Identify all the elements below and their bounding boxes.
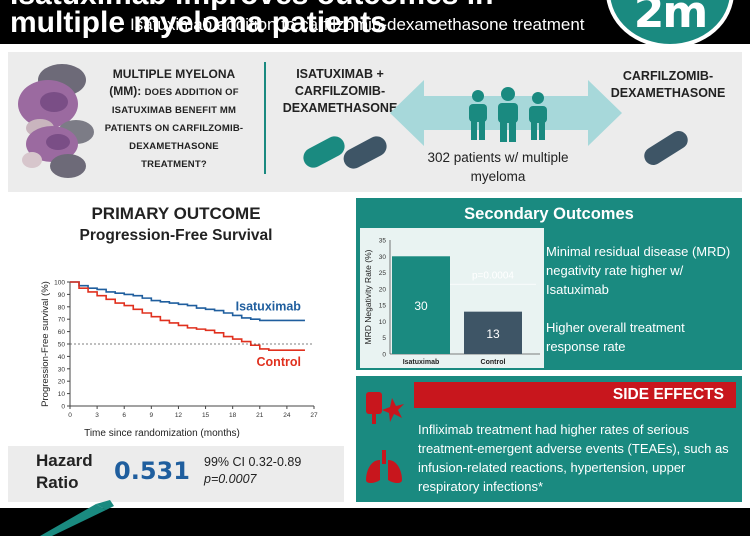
control-arm-label: CARFILZOMIB-DEXAMETHASONE (610, 69, 726, 100)
x-axis-label: Time since randomization (months) (84, 428, 240, 439)
y-tick-label: 5 (382, 335, 386, 342)
confidence-interval: 99% CI 0.32-0.89 (204, 455, 302, 469)
category-label: Control (481, 359, 506, 366)
side-effects-text: Infliximab treatment had higher rates of… (418, 422, 729, 494)
control-pill-icon (644, 131, 688, 165)
x-tick-label: 9 (150, 412, 154, 419)
y-tick-label: 40 (58, 354, 66, 361)
primary-outcome-panel: PRIMARY OUTCOME Progression-Free Surviva… (8, 198, 344, 440)
lungs-icon (366, 450, 402, 483)
y-tick-label: 10 (379, 319, 387, 326)
mrd-finding: Minimal residual disease (MRD) negativit… (546, 244, 731, 297)
hazard-ratio-label: Hazard Ratio (36, 451, 93, 492)
y-tick-label: 20 (58, 379, 66, 386)
bar-value-label: 30 (414, 299, 428, 313)
y-tick-label: 100 (54, 280, 65, 287)
category-label: Isatuximab (403, 359, 440, 366)
x-tick-label: 27 (310, 412, 318, 419)
y-tick-label: 35 (379, 238, 387, 245)
km-line-control (70, 281, 305, 351)
y-axis-label: Progression-Free survival (%) (40, 281, 51, 407)
pill-icon (303, 136, 387, 169)
iv-bag-icon (366, 392, 404, 424)
y-tick-label: 90 (58, 292, 66, 299)
x-tick-label: 21 (256, 412, 264, 419)
y-tick-label: 10 (58, 391, 66, 398)
y-tick-label: 70 (58, 317, 66, 324)
question-bold: MULTIPLE MYELONA (MM): (109, 67, 236, 98)
y-axis-label: MRD Negativity Rate (%) (363, 249, 373, 344)
y-tick-label: 30 (379, 254, 387, 261)
km-line-isatuximab (70, 281, 305, 322)
y-tick-label: 80 (58, 304, 66, 311)
title-line-2: multiple myeloma patients (10, 6, 387, 39)
x-tick-label: 3 (95, 412, 99, 419)
question-text: DOES ADDITION OF ISATUXIMAB BENEFIT MM P… (104, 87, 244, 170)
mrd-bar-chart: 0 5 10 15 20 25 30 35 30 Isatuximab 13 Control p=0.0… (363, 238, 540, 366)
p-value-annotation: p=0.0004 (472, 270, 514, 281)
bar-value-label: 13 (486, 327, 500, 341)
y-tick-label: 25 (379, 270, 387, 277)
x-tick-label: 18 (229, 412, 237, 419)
conclusion-text: Isatuximab addition to carfilzomib-dexam… (130, 15, 585, 34)
y-tick-label: 0 (382, 352, 386, 359)
hazard-ratio-panel: Hazard Ratio 0.531 99% CI 0.32-0.89 p=0.… (8, 446, 344, 502)
bar-isatuximab (392, 256, 450, 354)
conclusion-bar (0, 508, 750, 536)
hazard-ci: 99% CI 0.32-0.89 p=0.0007 (204, 454, 301, 488)
syringe-icon (40, 500, 114, 536)
secondary-outcomes-panel: Secondary Outcomes 0 5 10 15 20 25 30 35 30 Isatu… (356, 198, 742, 370)
panel-divider (264, 62, 266, 174)
km-survival-chart: 0 10 20 30 40 50 60 70 80 90 100 0 3 6 9 12 15 18 21 24 27 Is… (40, 280, 318, 440)
primary-outcome-title: PRIMARY OUTCOME (91, 204, 261, 223)
mrd-chart-area: 0 5 10 15 20 25 30 35 30 Isatuximab 13 Control p=0.0… (360, 228, 544, 368)
side-effects-title: SIDE EFFECTS (612, 386, 724, 403)
study-question: MULTIPLE MYELONA (MM): DOES ADDITION OF … (98, 66, 250, 173)
response-finding: Higher overall treatment response rate (546, 320, 685, 354)
x-tick-label: 6 (122, 412, 126, 419)
side-effects-title-bar (414, 382, 736, 408)
title-line-1: Isatuximab improves outcomes in (10, 0, 493, 10)
primary-outcome-subtitle: Progression-Free Survival (79, 227, 273, 244)
p-value: p=0.0007 (204, 472, 257, 486)
hazard-ratio-value: 0.531 (114, 457, 190, 485)
secondary-outcomes-title: Secondary Outcomes (464, 205, 634, 223)
patients-group-icon (469, 87, 547, 142)
bar-control (464, 311, 522, 354)
y-tick-label: 30 (58, 366, 66, 373)
x-tick-label: 12 (175, 412, 183, 419)
series-label-isatuximab: Isatuximab (236, 299, 302, 313)
patients-count: 302 patients w/ multiple myeloma (427, 150, 569, 184)
y-tick-label: 20 (379, 286, 387, 293)
side-effects-panel: SIDE EFFECTS Infliximab treatment had hi… (356, 376, 742, 502)
isatuximab-arm-label: ISATUXIMAB + CARFILZOMIB-DEXAMETHASONE (282, 67, 398, 115)
x-tick-label: 24 (283, 412, 291, 419)
y-tick-label: 0 (61, 404, 65, 411)
study-design-panel: MULTIPLE MYELONA (MM): DOES ADDITION OF … (8, 52, 742, 192)
y-tick-label: 60 (58, 329, 66, 336)
x-tick-label: 0 (68, 412, 72, 419)
series-label-control: Control (257, 355, 301, 369)
myeloma-cells-icon (18, 64, 94, 178)
logo-text: 2m (633, 0, 708, 38)
x-tick-label: 15 (202, 412, 210, 419)
y-tick-label: 50 (58, 342, 66, 349)
y-tick-label: 15 (379, 303, 387, 310)
